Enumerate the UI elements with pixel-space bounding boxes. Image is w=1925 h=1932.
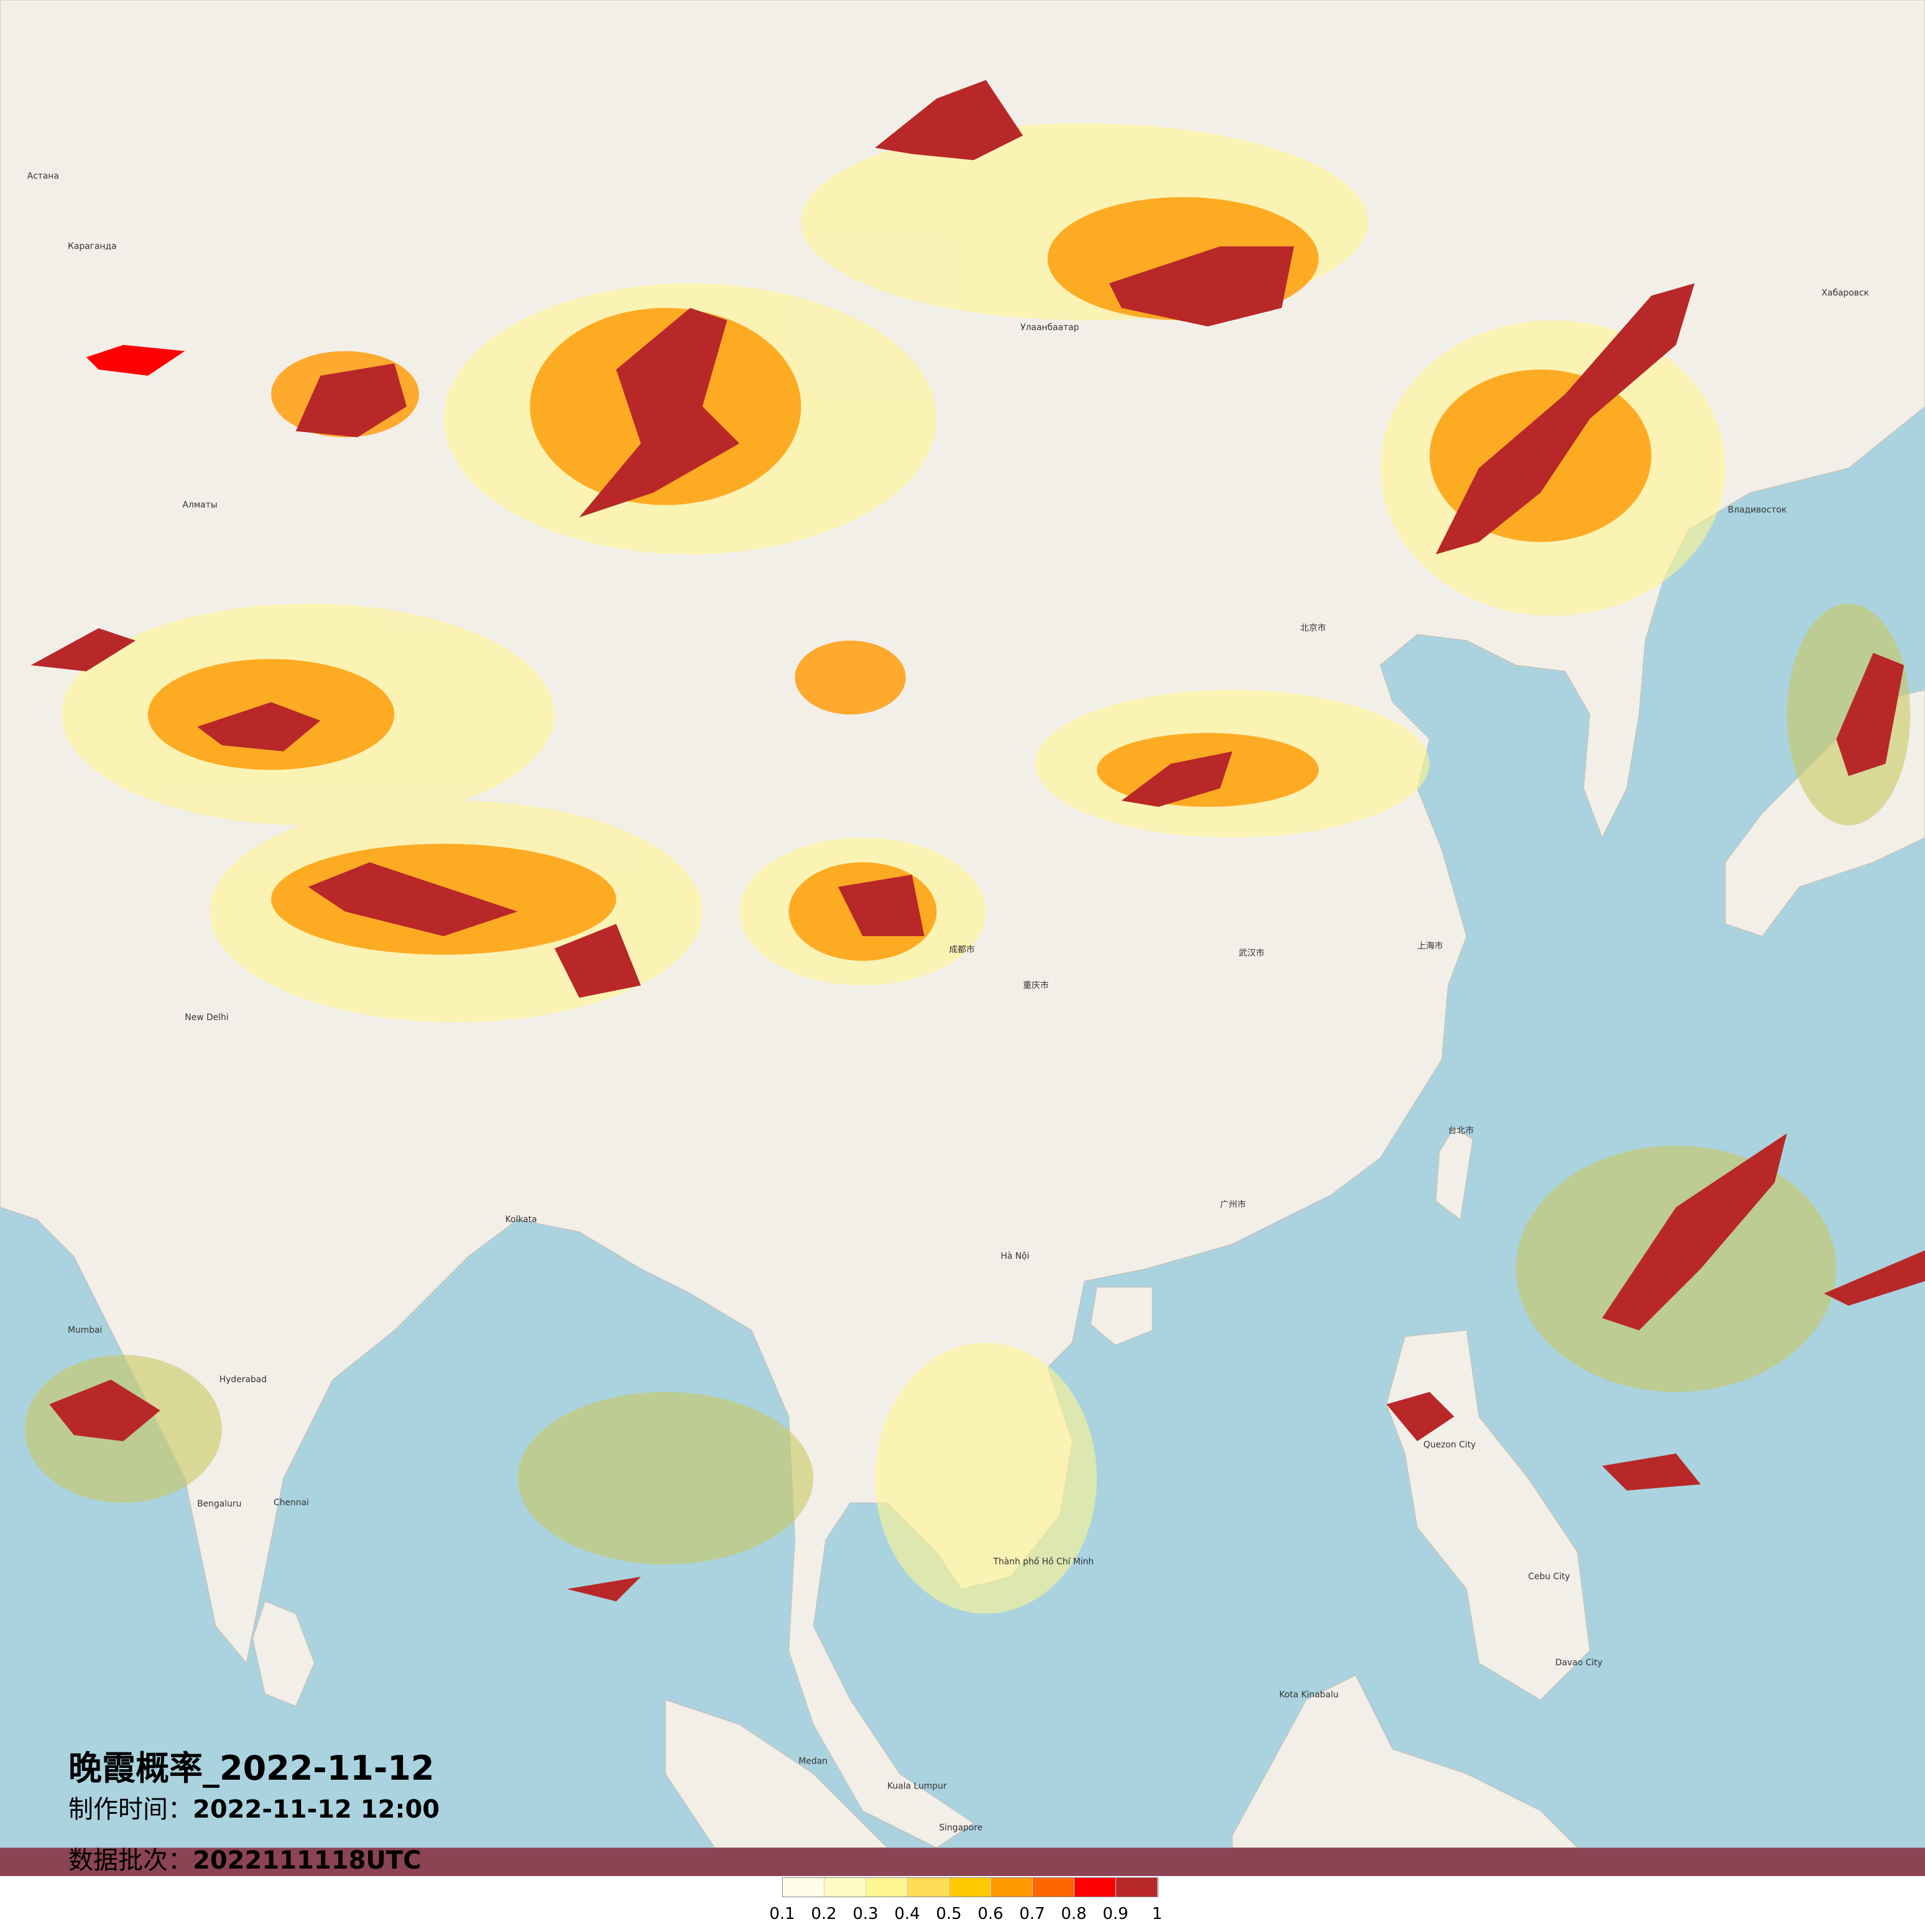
place-label: Davao City (1555, 1658, 1602, 1668)
place-label: Астана (27, 171, 59, 181)
legend-tick: 0.4 (894, 1905, 920, 1923)
sri-lanka (252, 1601, 315, 1707)
place-label: Medan (798, 1757, 828, 1767)
data-batch-value: 2022111118UTC (193, 1846, 422, 1875)
place-label: Алматы (182, 500, 217, 510)
production-time-label: 制作时间： (68, 1795, 193, 1824)
place-label: 成都市 (949, 944, 975, 955)
production-time-value: 2022-11-12 12:00 (193, 1795, 440, 1824)
map-labels: Астана Караганда Алматы Улаанбаатар Хабаровс… (27, 171, 1869, 1833)
place-label: 广州市 (1220, 1199, 1246, 1210)
place-label: Hà Nội (1000, 1251, 1029, 1261)
taiwan (1435, 1126, 1474, 1220)
color-legend (782, 1877, 1158, 1897)
place-label: 武汉市 (1239, 948, 1265, 959)
legend-tick: 0.7 (1019, 1905, 1045, 1923)
place-label: New Delhi (185, 1013, 228, 1023)
legend-swatch (1033, 1878, 1074, 1897)
legend-swatch (1116, 1878, 1158, 1897)
place-label: 北京市 (1300, 623, 1326, 633)
legend-tick: 0.8 (1061, 1905, 1087, 1923)
place-label: Cebu City (1528, 1571, 1570, 1581)
probability-overlay (0, 80, 1925, 1876)
legend-swatch (824, 1878, 866, 1897)
place-label: 重庆市 (1023, 980, 1049, 990)
place-label: Kolkata (505, 1215, 537, 1225)
legend-tick: 0.2 (811, 1905, 837, 1923)
place-label: Bengaluru (197, 1499, 241, 1509)
legend-tick: 0.9 (1102, 1905, 1129, 1923)
place-label: Thành phố Hồ Chí Minh (993, 1557, 1094, 1567)
place-label: Singapore (939, 1823, 982, 1833)
legend-swatch (866, 1878, 908, 1897)
data-batch: 数据批次：2022111118UTC (68, 1840, 421, 1876)
legend-swatch (783, 1878, 824, 1897)
place-label: Chennai (274, 1498, 309, 1508)
legend-tick: 0.3 (852, 1905, 879, 1923)
place-label: Улаанбаатар (1020, 323, 1079, 333)
legend-tick: 0.5 (936, 1905, 962, 1923)
legend-swatch (991, 1878, 1033, 1897)
place-label: Kuala Lumpur (887, 1781, 947, 1791)
place-label: Kota Kinabalu (1279, 1690, 1338, 1700)
place-label: Караганда (68, 241, 117, 251)
legend-swatch (908, 1878, 949, 1897)
place-label: 上海市 (1417, 941, 1443, 951)
legend-tick: 0.1 (769, 1905, 795, 1923)
map-title: 晚霞概率_2022-11-12 (68, 1749, 435, 1788)
place-label: Mumbai (68, 1325, 102, 1335)
hainan (1090, 1287, 1153, 1346)
data-batch-label: 数据批次： (68, 1846, 193, 1875)
legend-swatch (1074, 1878, 1116, 1897)
production-time: 制作时间：2022-11-12 12:00 (68, 1789, 440, 1825)
place-label: Владивосток (1728, 505, 1787, 515)
place-label: Quezon City (1423, 1440, 1475, 1450)
legend-tick: 0.6 (977, 1905, 1004, 1923)
legend-tick: 1 (1152, 1905, 1163, 1923)
probability-map[interactable]: Астана Караганда Алматы Улаанбаатар Хабаровс… (0, 0, 1925, 1876)
place-label: Hyderabad (219, 1374, 267, 1384)
legend-ticks: 0.1 0.2 0.3 0.4 0.5 0.6 0.7 0.8 0.9 1 (769, 1905, 1162, 1930)
place-label: 台北市 (1448, 1125, 1474, 1136)
legend-swatch (949, 1878, 991, 1897)
place-label: Хабаровск (1822, 288, 1869, 298)
